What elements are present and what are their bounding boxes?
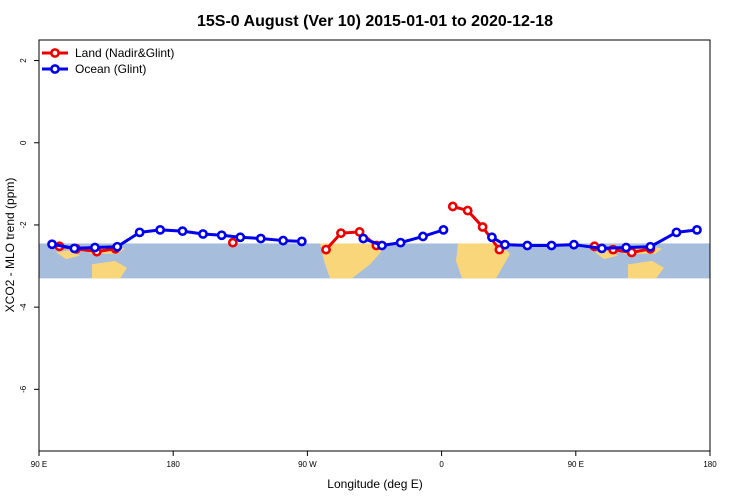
data-point	[569, 239, 579, 250]
y-tick-label: 2	[19, 58, 28, 63]
y-tick-label: -4	[19, 303, 28, 311]
x-tick-label: 0	[439, 460, 444, 469]
x-tick-label: 180	[703, 460, 717, 469]
data-point	[336, 228, 346, 239]
data-point	[47, 239, 57, 250]
land-shape-south-america	[320, 243, 384, 279]
data-point	[500, 239, 510, 250]
legend: Land (Nadir&Glint) Ocean (Glint)	[42, 46, 174, 76]
data-point	[645, 241, 656, 252]
y-tick-label: -2	[19, 221, 28, 229]
data-point	[296, 236, 307, 247]
series-ocean	[47, 224, 702, 254]
data-point	[90, 242, 100, 253]
data-point	[255, 233, 266, 244]
data-point	[438, 224, 449, 235]
data-point	[621, 242, 632, 253]
land-shape-australia-left	[92, 260, 127, 279]
x-axis-ticks: 90 E 180 90 W 0 90 E 180	[31, 451, 717, 469]
data-point	[494, 244, 505, 255]
data-point	[447, 201, 458, 212]
x-tick-label: 180	[167, 460, 181, 469]
data-point	[216, 230, 227, 241]
series-line	[491, 228, 698, 250]
data-point	[69, 243, 80, 254]
y-axis-ticks: 2 0 -2 -4 -6	[19, 58, 39, 393]
y-axis-label: XCO2 - MLO trend (ppm)	[3, 178, 17, 313]
legend-item: Ocean (Glint)	[42, 62, 146, 76]
data-point	[198, 229, 208, 239]
data-point	[358, 233, 369, 244]
legend-label: Ocean (Glint)	[75, 62, 146, 76]
data-point	[546, 240, 557, 251]
data-point	[477, 222, 488, 232]
data-point	[227, 237, 238, 248]
x-tick-label: 90 E	[568, 460, 584, 469]
legend-item: Land (Nadir&Glint)	[42, 46, 174, 60]
y-tick-label: 0	[19, 140, 28, 145]
data-point	[278, 235, 289, 246]
data-point	[671, 227, 682, 238]
data-point	[626, 247, 637, 258]
x-axis-label: Longitude (deg E)	[327, 477, 422, 491]
legend-swatch-marker	[50, 48, 60, 58]
data-point	[321, 244, 331, 255]
y-tick-label: -6	[19, 385, 28, 393]
x-tick-label: 90 E	[31, 460, 47, 469]
x-tick-label: 90 W	[298, 460, 317, 469]
data-point	[134, 227, 145, 238]
data-point	[235, 232, 246, 243]
land-shape-australia-right	[628, 260, 664, 279]
chart-title: 15S-0 August (Ver 10) 2015-01-01 to 2020…	[197, 13, 553, 30]
data-point	[112, 241, 123, 252]
data-point	[177, 226, 188, 237]
plot-frame	[38, 39, 711, 452]
data-point	[155, 224, 166, 235]
legend-swatch-marker	[50, 64, 60, 74]
data-point	[395, 237, 406, 248]
data-point	[418, 231, 428, 242]
legend-label: Land (Nadir&Glint)	[75, 46, 174, 60]
data-point	[692, 224, 702, 235]
series-layer	[47, 201, 702, 258]
data-point	[596, 243, 607, 254]
data-point	[487, 232, 497, 243]
data-point	[377, 240, 387, 251]
data-point	[462, 205, 473, 216]
data-point	[522, 240, 533, 251]
